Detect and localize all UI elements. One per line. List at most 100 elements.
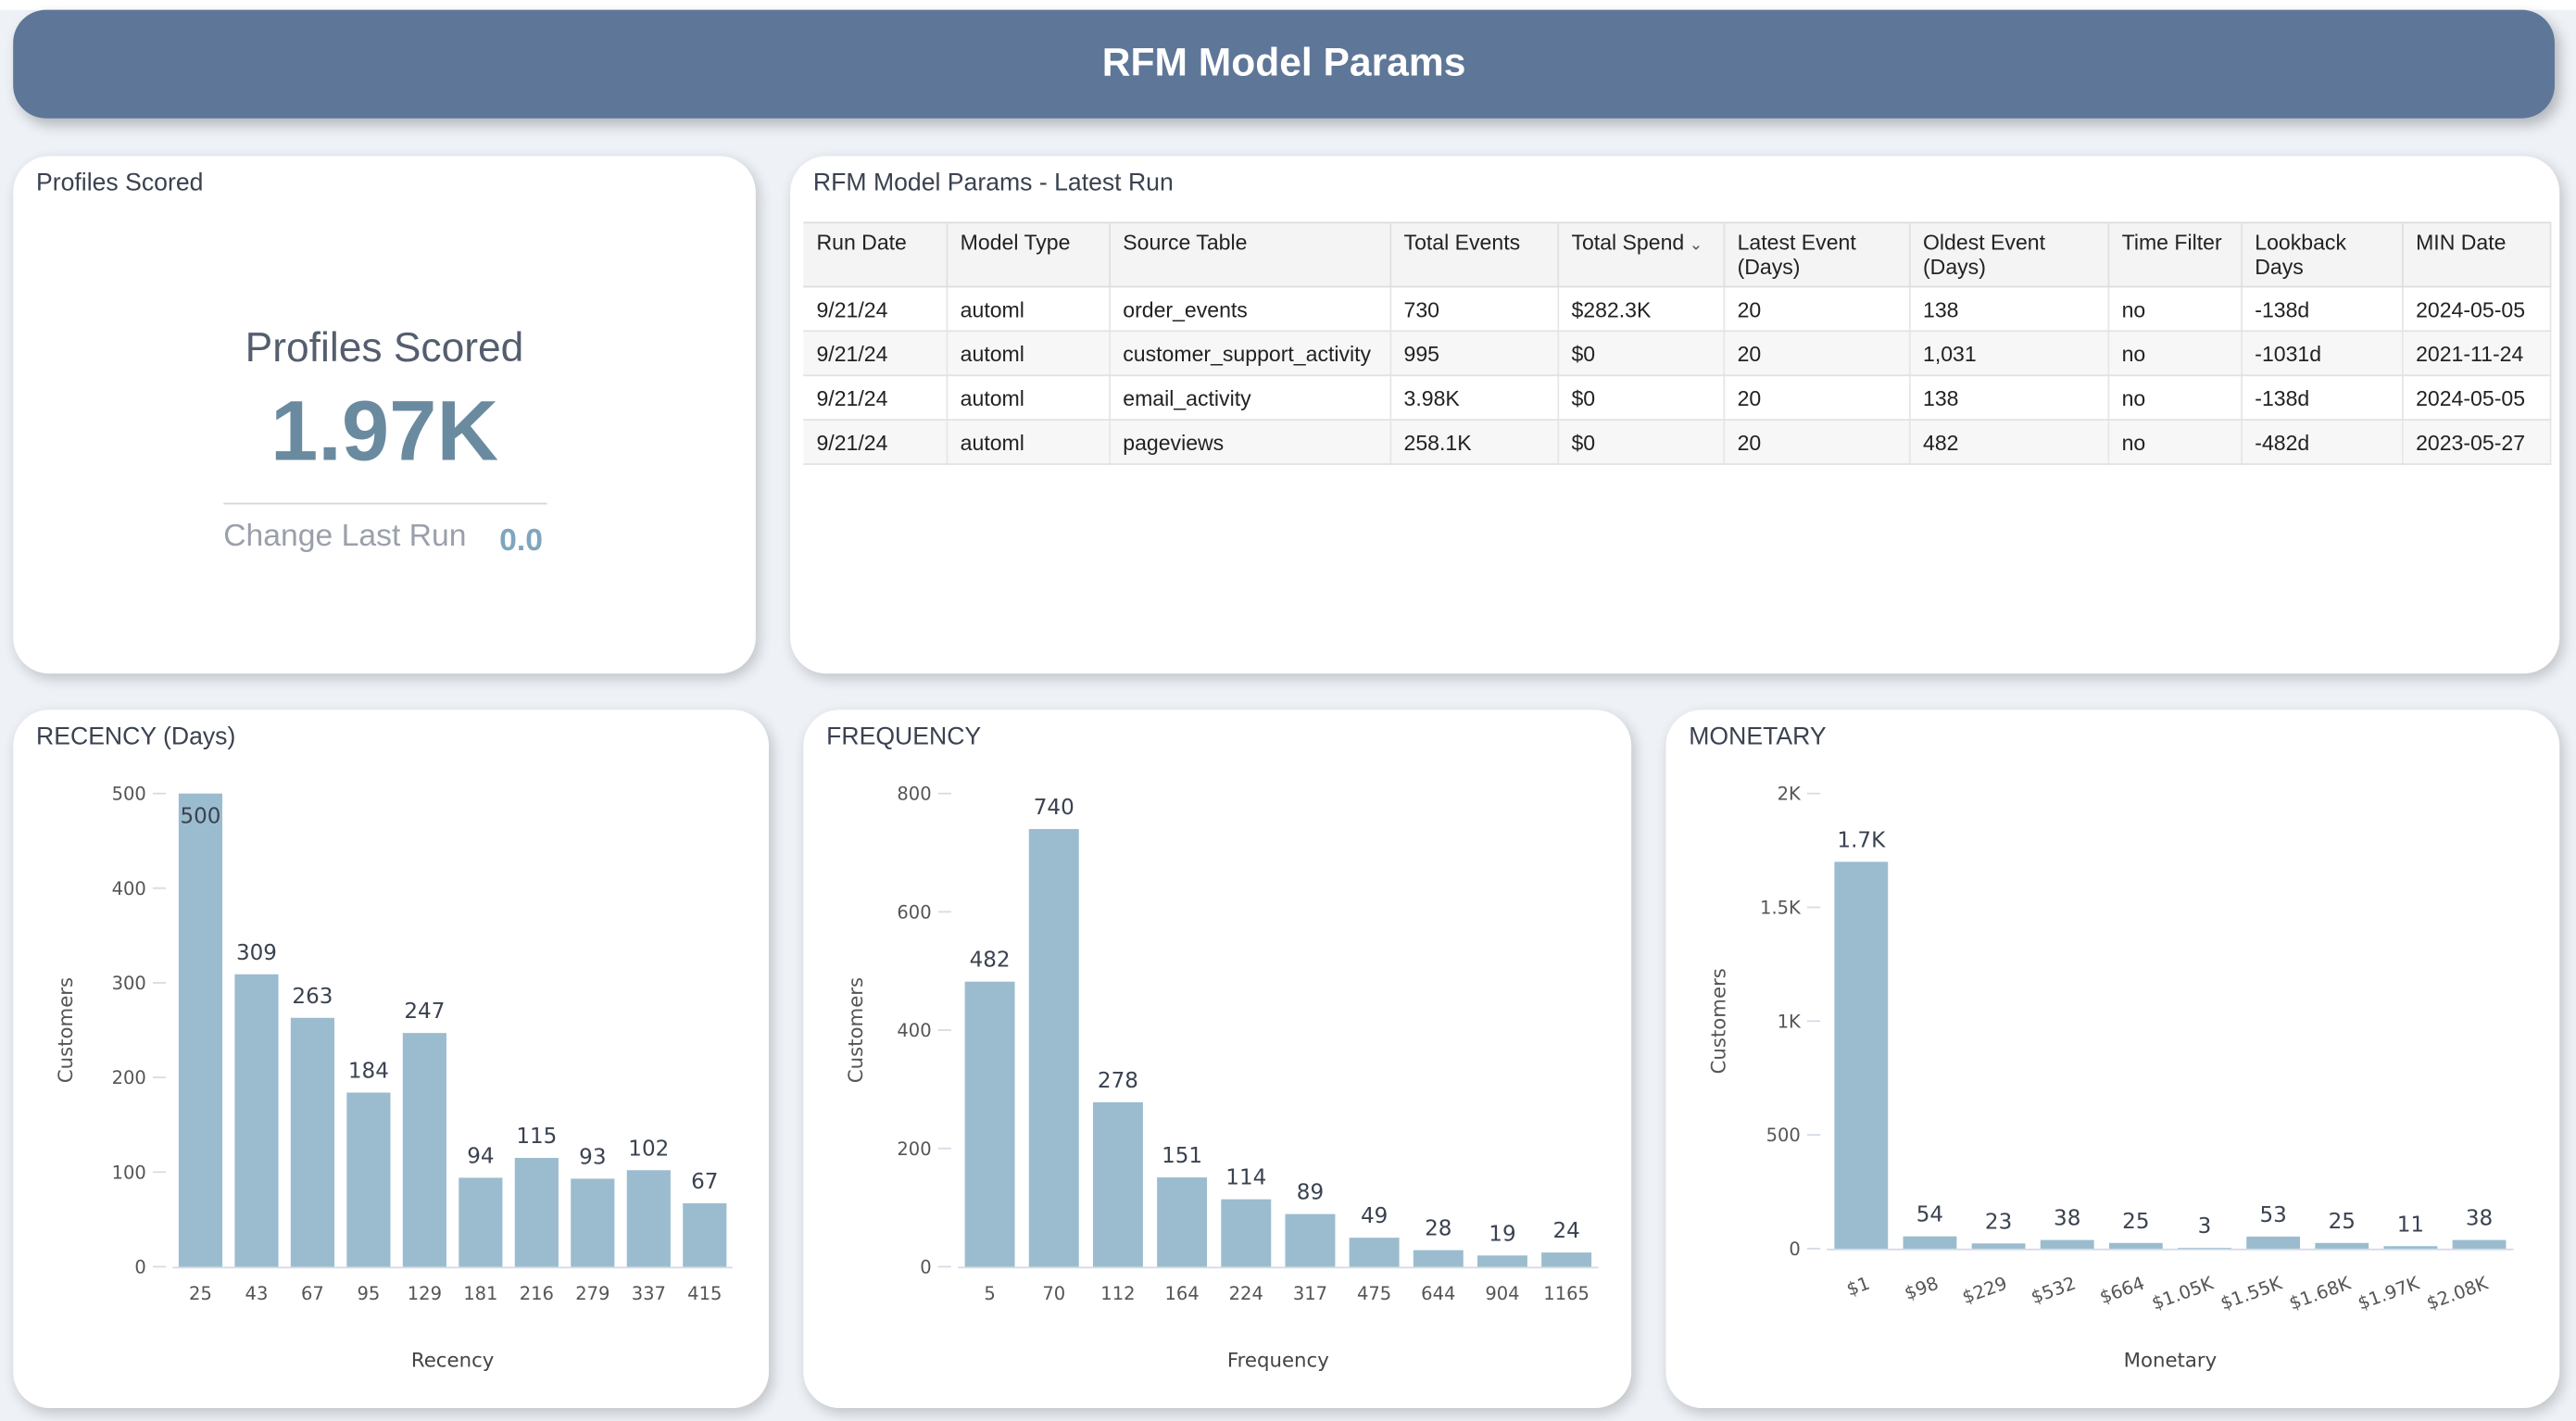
data-label: 278: [1098, 1069, 1138, 1093]
bar[interactable]: [2452, 1239, 2507, 1249]
table-cell: 3.98K: [1389, 375, 1559, 421]
bar[interactable]: [964, 981, 1015, 1267]
bar[interactable]: [626, 1170, 671, 1267]
table-row: 9/21/24 automl email_activity 3.98K $0 20 138 n…: [803, 375, 2551, 421]
x-tick-label: 415: [687, 1283, 722, 1304]
table-cell: no: [2107, 286, 2243, 333]
sort-chevron-icon[interactable]: ⌄: [1689, 236, 1703, 255]
table-row: 9/21/24 automl order_events 730 $282.3K 20 138…: [803, 286, 2551, 333]
table-cell: 482: [1908, 420, 2109, 465]
x-tick-label: 164: [1164, 1283, 1199, 1304]
bar[interactable]: [234, 974, 279, 1267]
bar[interactable]: [514, 1157, 559, 1267]
column-header-label: Total Events: [1403, 230, 1521, 255]
bar[interactable]: [290, 1017, 335, 1267]
bar[interactable]: [1221, 1199, 1272, 1267]
table-cell: $0: [1557, 420, 1725, 465]
column-header-label: Model Type: [960, 230, 1071, 255]
x-tick-label: 475: [1357, 1283, 1391, 1304]
bar[interactable]: [1971, 1243, 2026, 1249]
x-tick-label: $2.08K: [2424, 1272, 2492, 1314]
data-label: 102: [628, 1137, 669, 1161]
data-label: 3: [2198, 1214, 2212, 1239]
kpi-label: Profiles Scored: [245, 325, 524, 371]
bar[interactable]: [2178, 1248, 2231, 1250]
table-cell: automl: [946, 331, 1111, 377]
bar[interactable]: [1157, 1177, 1208, 1267]
column-header[interactable]: Lookback Days: [2241, 221, 2403, 288]
bar[interactable]: [459, 1177, 503, 1267]
y-axis-title: Customers: [55, 977, 78, 1083]
change-label: Change Last Run: [223, 519, 467, 554]
table-cell: automl: [946, 420, 1111, 465]
column-header[interactable]: Latest Event (Days): [1723, 221, 1910, 288]
bar[interactable]: [1903, 1236, 1957, 1249]
bar[interactable]: [1834, 861, 1889, 1249]
x-tick-label: $664: [2097, 1273, 2148, 1309]
table-row: 9/21/24 automl pageviews 258.1K $0 20 482 no -48…: [803, 420, 2551, 465]
y-tick-label: 800: [897, 784, 931, 805]
y-tick-label: 600: [897, 901, 931, 923]
x-tick-label: 129: [408, 1283, 442, 1304]
table-cell: 9/21/24: [803, 331, 948, 377]
column-header[interactable]: MIN Date: [2402, 221, 2551, 288]
x-tick-label: 904: [1485, 1283, 1519, 1304]
bar[interactable]: [1349, 1238, 1400, 1267]
data-label: 67: [691, 1170, 718, 1194]
bar[interactable]: [402, 1033, 446, 1267]
x-tick-label: $532: [2029, 1273, 2080, 1309]
x-axis-title: Frequency: [1227, 1350, 1329, 1373]
data-label: 115: [516, 1125, 557, 1149]
bar[interactable]: [1541, 1252, 1592, 1267]
data-label: 93: [579, 1145, 606, 1169]
column-header[interactable]: Source Table: [1109, 221, 1391, 288]
recency-chart-card: RECENCY (Days) 0 100 200 300 400 500 500 25 309 4…: [13, 710, 770, 1408]
dashboard-header: RFM Model Params: [13, 9, 2555, 119]
bar[interactable]: [2383, 1246, 2438, 1249]
table-cell: 20: [1723, 331, 1910, 377]
bar[interactable]: [683, 1202, 727, 1267]
table-cell: automl: [946, 375, 1111, 421]
bar[interactable]: [1092, 1101, 1143, 1267]
table-cell: -1031d: [2241, 331, 2403, 377]
column-header-label: Oldest Event (Days): [1922, 230, 2046, 280]
y-tick-label: 300: [112, 973, 146, 994]
card-title: Profiles Scored: [36, 169, 204, 197]
data-label: 94: [467, 1144, 494, 1168]
bar[interactable]: [2246, 1236, 2301, 1249]
table-cell: 2024-05-05: [2402, 375, 2551, 421]
bar[interactable]: [2108, 1242, 2163, 1249]
bar[interactable]: [1285, 1214, 1336, 1267]
x-tick-label: 317: [1293, 1283, 1327, 1304]
bar[interactable]: [1028, 828, 1079, 1267]
y-tick-label: 0: [1789, 1239, 1800, 1260]
column-header[interactable]: Time Filter: [2107, 221, 2243, 288]
bar[interactable]: [2315, 1242, 2369, 1249]
column-header[interactable]: Run Date: [803, 221, 948, 288]
params-table: Run Date Model Type Source Table Total Even…: [803, 221, 2551, 465]
bar[interactable]: [571, 1178, 615, 1267]
x-tick-label: 70: [1042, 1283, 1065, 1304]
x-tick-label: 181: [463, 1283, 497, 1304]
bar[interactable]: [2040, 1239, 2094, 1249]
latest-run-card: RFM Model Params - Latest Run Run Date Mo…: [790, 156, 2560, 674]
column-header[interactable]: Oldest Event (Days): [1908, 221, 2109, 288]
data-label: 25: [2329, 1210, 2356, 1234]
data-label: 11: [2397, 1213, 2424, 1237]
column-header[interactable]: Total Spend ⌄: [1557, 221, 1725, 288]
x-tick-label: $98: [1902, 1273, 1941, 1304]
x-axis-title: Monetary: [2124, 1350, 2218, 1373]
column-header[interactable]: Total Events: [1389, 221, 1559, 288]
x-tick-label: 5: [984, 1283, 995, 1304]
y-tick-label: 2K: [1778, 784, 1802, 805]
x-tick-label: 43: [245, 1283, 269, 1304]
bar[interactable]: [1476, 1255, 1527, 1267]
x-axis-title: Recency: [411, 1350, 494, 1373]
bar[interactable]: [178, 793, 223, 1267]
x-tick-label: 67: [301, 1283, 324, 1304]
bar[interactable]: [346, 1092, 391, 1267]
x-tick-label: 279: [575, 1283, 609, 1304]
card-title: RFM Model Params - Latest Run: [812, 169, 1174, 197]
bar[interactable]: [1413, 1250, 1464, 1267]
column-header[interactable]: Model Type: [946, 221, 1111, 288]
